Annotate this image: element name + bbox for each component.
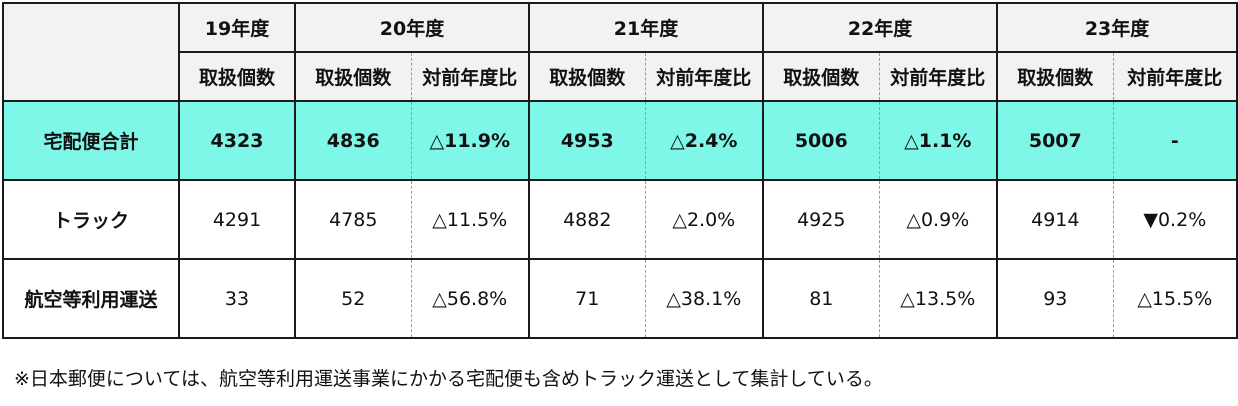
table-cell: 5006 [762, 100, 880, 181]
col-header-count: 取扱個数 [178, 51, 296, 102]
table-cell: △56.8% [410, 258, 531, 339]
table-cell: △13.5% [878, 258, 999, 339]
table-cell: - [1112, 100, 1238, 181]
table-cell: 4882 [528, 179, 646, 260]
header-row-years: 19年度 20年度 21年度 22年度 23年度 [2, 2, 1238, 102]
table-cell: △11.5% [410, 179, 531, 260]
table-cell: 71 [528, 258, 646, 339]
table-cell: △2.0% [644, 179, 765, 260]
year-header-21: 21年度 [528, 2, 765, 53]
table-cell: 4925 [762, 179, 880, 260]
col-header-ratio: 対前年度比 [1112, 51, 1238, 102]
year-header-22: 22年度 [762, 2, 999, 53]
table-row-air: 航空等利用運送 33 52 △56.8% 71 △38.1% 81 △13.5%… [2, 258, 1238, 339]
year-header-19: 19年度 [178, 2, 296, 53]
table-cell: △15.5% [1112, 258, 1238, 339]
table-cell: △38.1% [644, 258, 765, 339]
table-cell: 5007 [996, 100, 1114, 181]
table-cell: △11.9% [410, 100, 531, 181]
corner-cell [2, 2, 180, 102]
table-row-total: 宅配便合計 4323 4836 △11.9% 4953 △2.4% 5006 △… [2, 100, 1238, 181]
row-label: 航空等利用運送 [2, 258, 180, 339]
header-row-subcolumns: 取扱個数 取扱個数 対前年度比 取扱個数 対前年度比 取扱個数 対前年度比 取扱… [3, 51, 1238, 102]
table-cell: △1.1% [878, 100, 999, 181]
table-cell: 4836 [294, 100, 412, 181]
col-header-count: 取扱個数 [996, 51, 1114, 102]
year-header-23: 23年度 [996, 2, 1238, 53]
year-header-20: 20年度 [293, 2, 531, 53]
table-cell: 93 [996, 258, 1114, 339]
table-cell: ▼0.2% [1112, 179, 1238, 260]
col-header-count: 取扱個数 [528, 51, 646, 102]
parcel-statistics-table: 19年度 20年度 21年度 22年度 23年度 取扱個数 取扱個数 対前年度比… [2, 2, 1238, 339]
table-cell: 4785 [294, 179, 412, 260]
footnote: ※日本郵便については、航空等利用運送事業にかかる宅配便も含めトラック運送として集… [14, 368, 883, 390]
table-cell: 4953 [528, 100, 646, 181]
row-label: トラック [2, 179, 180, 260]
table-cell: 4914 [996, 179, 1114, 260]
table-cell: 33 [178, 258, 296, 339]
table-cell: 4323 [178, 100, 296, 181]
col-header-ratio: 対前年度比 [878, 51, 999, 102]
table-cell: △2.4% [644, 100, 765, 181]
table-row-truck: トラック 4291 4785 △11.5% 4882 △2.0% 4925 △0… [2, 179, 1238, 260]
col-header-ratio: 対前年度比 [410, 51, 531, 102]
table-cell: 52 [294, 258, 412, 339]
table-cell: 81 [762, 258, 880, 339]
col-header-count: 取扱個数 [762, 51, 880, 102]
col-header-ratio: 対前年度比 [644, 51, 765, 102]
table-cell: 4291 [178, 179, 296, 260]
table-cell: △0.9% [878, 179, 999, 260]
row-label: 宅配便合計 [2, 100, 180, 181]
col-header-count: 取扱個数 [294, 51, 412, 102]
